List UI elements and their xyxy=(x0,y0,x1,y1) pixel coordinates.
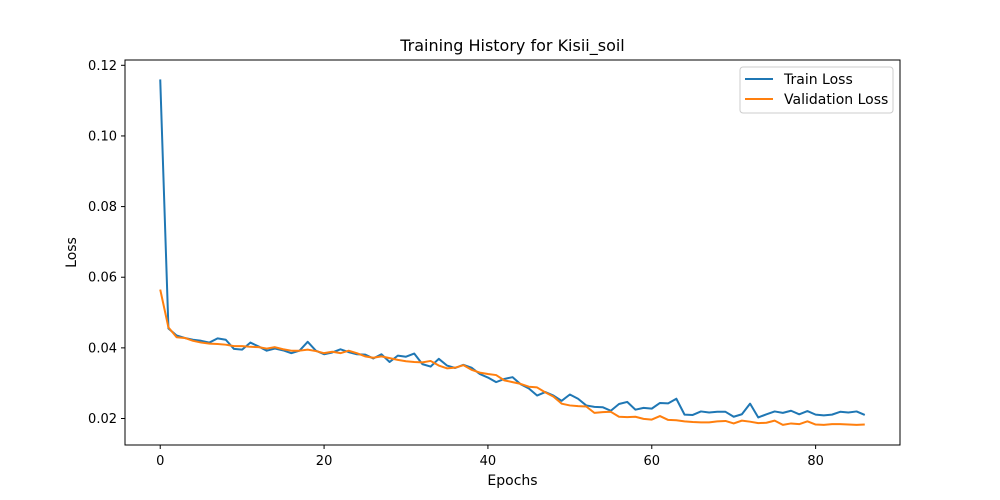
x-tick-label: 0 xyxy=(156,454,164,469)
y-axis-ticks: 0.02 0.04 0.06 0.08 0.10 0.12 xyxy=(88,59,125,427)
series-line-validation-loss xyxy=(159,289,865,426)
y-tick-label: 0.12 xyxy=(88,59,117,74)
chart-title: Training History for Kisii_soil xyxy=(399,36,625,56)
axes-frame xyxy=(124,59,901,446)
x-tick-label: 80 xyxy=(807,454,824,469)
legend-box xyxy=(739,66,894,114)
series-line-train-loss xyxy=(159,79,866,419)
plot-area xyxy=(159,79,866,426)
legend: Train Loss Validation Loss xyxy=(739,66,894,114)
y-tick-label: 0.10 xyxy=(88,129,117,144)
legend-label-validation-loss: Validation Loss xyxy=(784,92,888,108)
x-tick-label: 20 xyxy=(316,454,333,469)
y-tick-label: 0.06 xyxy=(88,271,117,286)
y-axis-label: Loss xyxy=(64,237,80,268)
y-tick-label: 0.04 xyxy=(88,341,117,356)
x-axis-label: Epochs xyxy=(487,473,537,489)
y-tick-label: 0.08 xyxy=(88,200,117,215)
x-tick-label: 60 xyxy=(643,454,660,469)
legend-label-train-loss: Train Loss xyxy=(783,72,853,88)
x-tick-label: 40 xyxy=(480,454,497,469)
y-tick-label: 0.02 xyxy=(88,412,117,427)
x-axis-ticks: 0 20 40 60 80 xyxy=(156,445,824,469)
